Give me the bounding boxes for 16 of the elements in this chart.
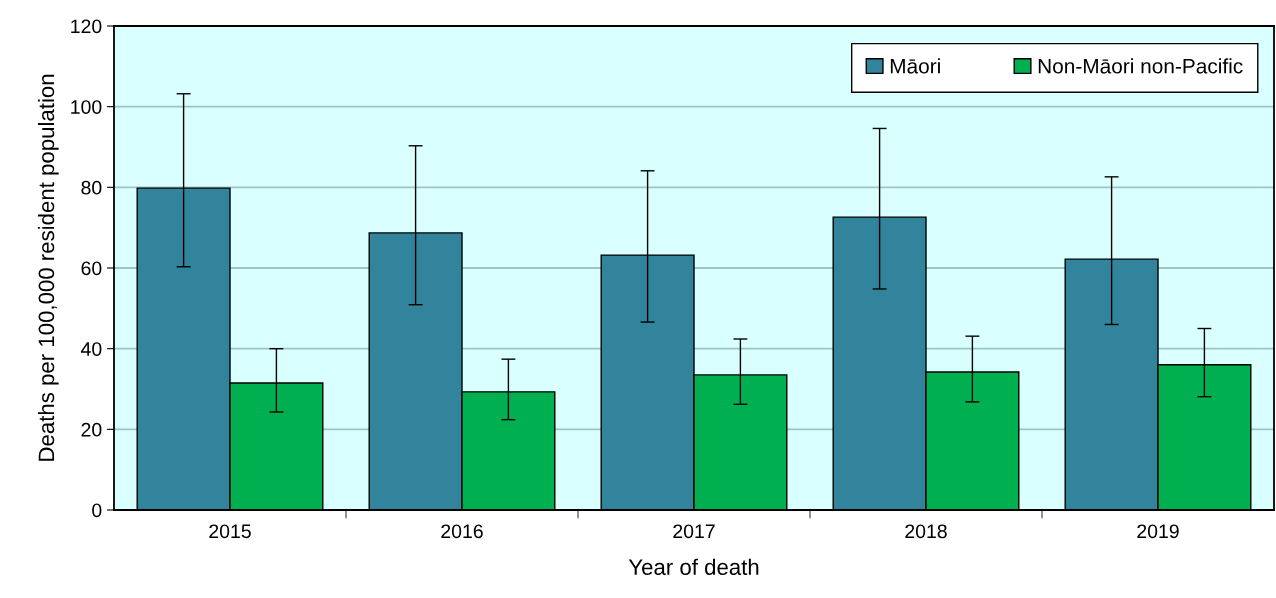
y-tick-label: 100	[71, 100, 102, 114]
y-axis-title: Deaths per 100,000 resident population	[37, 74, 59, 461]
y-tick-label: 60	[81, 261, 102, 276]
y-tick-label: 20	[81, 422, 102, 437]
y-tick-label: 80	[81, 180, 102, 195]
y-tick-label: 40	[81, 342, 102, 356]
x-tick-label: 2015	[209, 524, 251, 539]
y-tick-label: 0	[92, 503, 102, 518]
x-tick-label: 2016	[441, 524, 483, 539]
legend-label: Non-Māori non-Pacific	[1038, 58, 1243, 74]
x-tick-label: 2019	[1137, 524, 1179, 539]
x-axis-title: Year of death	[628, 558, 759, 575]
x-tick-label: 2018	[905, 524, 947, 539]
x-tick-label: 2017	[673, 524, 715, 539]
legend-label: Māori	[890, 58, 940, 74]
y-tick-label: 120	[71, 19, 102, 34]
